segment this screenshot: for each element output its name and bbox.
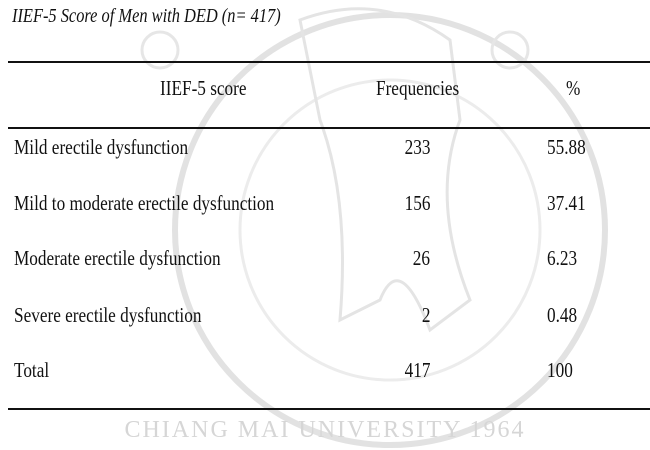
row-percent: 100 (547, 358, 573, 382)
row-label: Moderate erectile dysfunction (14, 246, 221, 270)
row-frequency: 26 (412, 246, 430, 270)
row-label: Mild to moderate erectile dysfunction (14, 191, 275, 215)
row-percent: 0.48 (547, 303, 578, 327)
row-label: Mild erectile dysfunction (14, 135, 189, 159)
row-label: Total (14, 358, 50, 382)
top-rule (8, 61, 650, 63)
row-frequency: 417 (404, 358, 430, 382)
header-frequencies: Frequencies (376, 76, 460, 100)
header-score: IIEF-5 score (160, 76, 247, 100)
bottom-rule (8, 408, 650, 410)
row-percent: 55.88 (547, 135, 586, 159)
header-percent: % (566, 76, 581, 100)
table-caption: IIEF-5 Score of Men with DED (n= 417) (12, 5, 281, 27)
header-rule (8, 127, 650, 129)
row-frequency: 2 (421, 303, 430, 327)
row-frequency: 156 (404, 191, 430, 215)
row-percent: 37.41 (547, 191, 586, 215)
row-label: Severe erectile dysfunction (14, 303, 202, 327)
row-frequency: 233 (404, 135, 430, 159)
row-percent: 6.23 (547, 246, 578, 270)
watermark-text: CHIANG MAI UNIVERSITY 1964 (124, 417, 526, 443)
